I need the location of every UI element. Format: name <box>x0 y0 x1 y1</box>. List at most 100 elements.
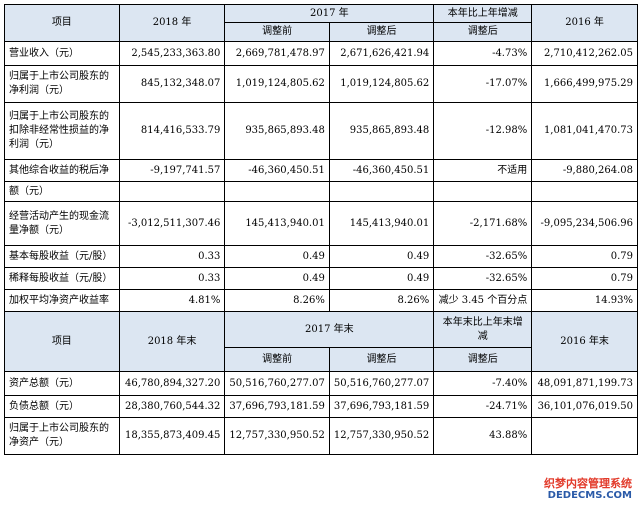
watermark: 织梦内容管理系统 DEDECMS.COM <box>544 478 632 502</box>
row-label: 加权平均净资产收益率 <box>4 289 120 312</box>
header-item: 项目 <box>4 4 120 42</box>
cell-change: -24.71% <box>433 395 533 418</box>
header-2017-end: 2017 年末 <box>224 311 435 348</box>
cell-2016: 36,101,076,019.50 <box>531 395 638 418</box>
cell-2017-before: -46,360,450.51 <box>224 159 330 182</box>
cell-2017-after: 8.26% <box>328 289 435 312</box>
row-label: 资产总额（元） <box>4 371 120 396</box>
header-2018-end: 2018 年末 <box>118 311 226 372</box>
cell-2017-before: 2,669,781,478.97 <box>224 41 330 66</box>
cell-2018: -3,012,511,307.46 <box>118 201 226 246</box>
cell-2017-before: 1,019,124,805.62 <box>224 65 330 103</box>
cell-2018: 0.33 <box>118 245 226 268</box>
cell-2016: 1,666,499,975.29 <box>531 65 638 103</box>
cell-2017-before: 12,757,330,950.52 <box>224 417 330 455</box>
cell-2018: 4.81% <box>118 289 226 312</box>
cell-change <box>433 181 533 202</box>
cell-2017-before: 935,865,893.48 <box>224 102 330 160</box>
cell-2017-after: 50,516,760,277.07 <box>328 371 435 396</box>
cell-2017-before: 0.49 <box>224 245 330 268</box>
cell-2016: 14.93% <box>531 289 638 312</box>
cell-change: 不适用 <box>433 159 533 182</box>
watermark-title: 织梦内容管理系统 <box>544 477 632 490</box>
row-label: 其他综合收益的税后净 <box>4 159 120 182</box>
table-row: 基本每股收益（元/股） 0.33 0.49 0.49 -32.65% 0.79 <box>4 245 638 268</box>
header-2016-end: 2016 年末 <box>531 311 638 372</box>
cell-2016: -9,880,264.08 <box>531 159 638 182</box>
header-2016: 2016 年 <box>531 4 638 42</box>
cell-change: -4.73% <box>433 41 533 66</box>
cell-2017-before: 0.49 <box>224 267 330 290</box>
cell-2016: 2,710,412,262.05 <box>531 41 638 66</box>
cell-2016: -9,095,234,506.96 <box>531 201 638 246</box>
cell-2016: 0.79 <box>531 245 638 268</box>
cell-2017-before: 37,696,793,181.59 <box>224 395 330 418</box>
table-row: 归属于上市公司股东的净利润（元） 845,132,348.07 1,019,12… <box>4 65 638 103</box>
cell-2018 <box>118 181 226 202</box>
cell-change: -32.65% <box>433 245 533 268</box>
row-label: 基本每股收益（元/股） <box>4 245 120 268</box>
cell-2018: 814,416,533.79 <box>118 102 226 160</box>
cell-2016: 1,081,041,470.73 <box>531 102 638 160</box>
cell-2018: -9,197,741.57 <box>118 159 226 182</box>
row-label: 营业收入（元） <box>4 41 120 66</box>
header-after-adjustment: 调整后 <box>328 347 435 372</box>
cell-2017-after: 935,865,893.48 <box>328 102 435 160</box>
header-change: 本年比上年增减 <box>433 4 533 23</box>
cell-change: -12.98% <box>433 102 533 160</box>
header-before-adjustment: 调整前 <box>224 347 330 372</box>
row-label: 归属于上市公司股东的净利润（元） <box>4 65 120 103</box>
header-change-end: 本年末比上年末增减 <box>433 311 533 348</box>
header-change-adjusted: 调整后 <box>433 22 533 42</box>
cell-2016 <box>531 417 638 455</box>
table-row: 归属于上市公司股东的净资产（元） 18,355,873,409.45 12,75… <box>4 417 638 455</box>
table-row: 营业收入（元） 2,545,233,363.80 2,669,781,478.9… <box>4 41 638 66</box>
cell-change: 减少 3.45 个百分点 <box>433 289 533 312</box>
cell-change: 43.88% <box>433 417 533 455</box>
row-label: 归属于上市公司股东的扣除非经常性损益的净利润（元） <box>4 102 120 160</box>
table-row: 负债总额（元） 28,380,760,544.32 37,696,793,181… <box>4 395 638 418</box>
table-row: 其他综合收益的税后净 -9,197,741.57 -46,360,450.51 … <box>4 159 638 182</box>
cell-2016: 0.79 <box>531 267 638 290</box>
table-row: 资产总额（元） 46,780,894,327.20 50,516,760,277… <box>4 371 638 396</box>
cell-2017-after: 145,413,940.01 <box>328 201 435 246</box>
row-label: 额（元） <box>4 181 120 202</box>
cell-2018: 2,545,233,363.80 <box>118 41 226 66</box>
cell-change: -2,171.68% <box>433 201 533 246</box>
table-row: 经营活动产生的现金流量净额（元） -3,012,511,307.46 145,4… <box>4 201 638 246</box>
cell-2017-after: 37,696,793,181.59 <box>328 395 435 418</box>
table-row: 稀释每股收益（元/股） 0.33 0.49 0.49 -32.65% 0.79 <box>4 267 638 290</box>
header-before-adjustment: 调整前 <box>224 22 330 42</box>
cell-2018: 845,132,348.07 <box>118 65 226 103</box>
cell-2017-after: 0.49 <box>328 267 435 290</box>
row-label: 负债总额（元） <box>4 395 120 418</box>
watermark-url: DEDECMS.COM <box>547 490 632 501</box>
cell-change: -17.07% <box>433 65 533 103</box>
header-change-adjusted: 调整后 <box>433 347 533 372</box>
cell-2017-after: 0.49 <box>328 245 435 268</box>
cell-2017-before <box>224 181 330 202</box>
header-after-adjustment: 调整后 <box>328 22 435 42</box>
cell-change: -7.40% <box>433 371 533 396</box>
row-label: 经营活动产生的现金流量净额（元） <box>4 201 120 246</box>
row-label: 归属于上市公司股东的净资产（元） <box>4 417 120 455</box>
table-row: 加权平均净资产收益率 4.81% 8.26% 8.26% 减少 3.45 个百分… <box>4 289 638 312</box>
cell-2018: 18,355,873,409.45 <box>118 417 226 455</box>
table-row: 额（元） <box>4 181 638 202</box>
cell-2017-before: 145,413,940.01 <box>224 201 330 246</box>
cell-2017-after: 12,757,330,950.52 <box>328 417 435 455</box>
cell-2018: 28,380,760,544.32 <box>118 395 226 418</box>
header-item: 项目 <box>4 311 120 372</box>
cell-2016: 48,091,871,199.73 <box>531 371 638 396</box>
cell-2017-after: -46,360,450.51 <box>328 159 435 182</box>
cell-2017-before: 8.26% <box>224 289 330 312</box>
cell-2018: 46,780,894,327.20 <box>118 371 226 396</box>
table-row: 归属于上市公司股东的扣除非经常性损益的净利润（元） 814,416,533.79… <box>4 102 638 160</box>
cell-change: -32.65% <box>433 267 533 290</box>
cell-2017-after: 1,019,124,805.62 <box>328 65 435 103</box>
cell-2016 <box>531 181 638 202</box>
cell-2018: 0.33 <box>118 267 226 290</box>
row-label: 稀释每股收益（元/股） <box>4 267 120 290</box>
financial-table-container: 项目 2018 年 2017 年 本年比上年增减 2016 年 调整前 调整后 … <box>4 4 638 455</box>
financial-table: 项目 2018 年 2017 年 本年比上年增减 2016 年 调整前 调整后 … <box>4 4 638 455</box>
